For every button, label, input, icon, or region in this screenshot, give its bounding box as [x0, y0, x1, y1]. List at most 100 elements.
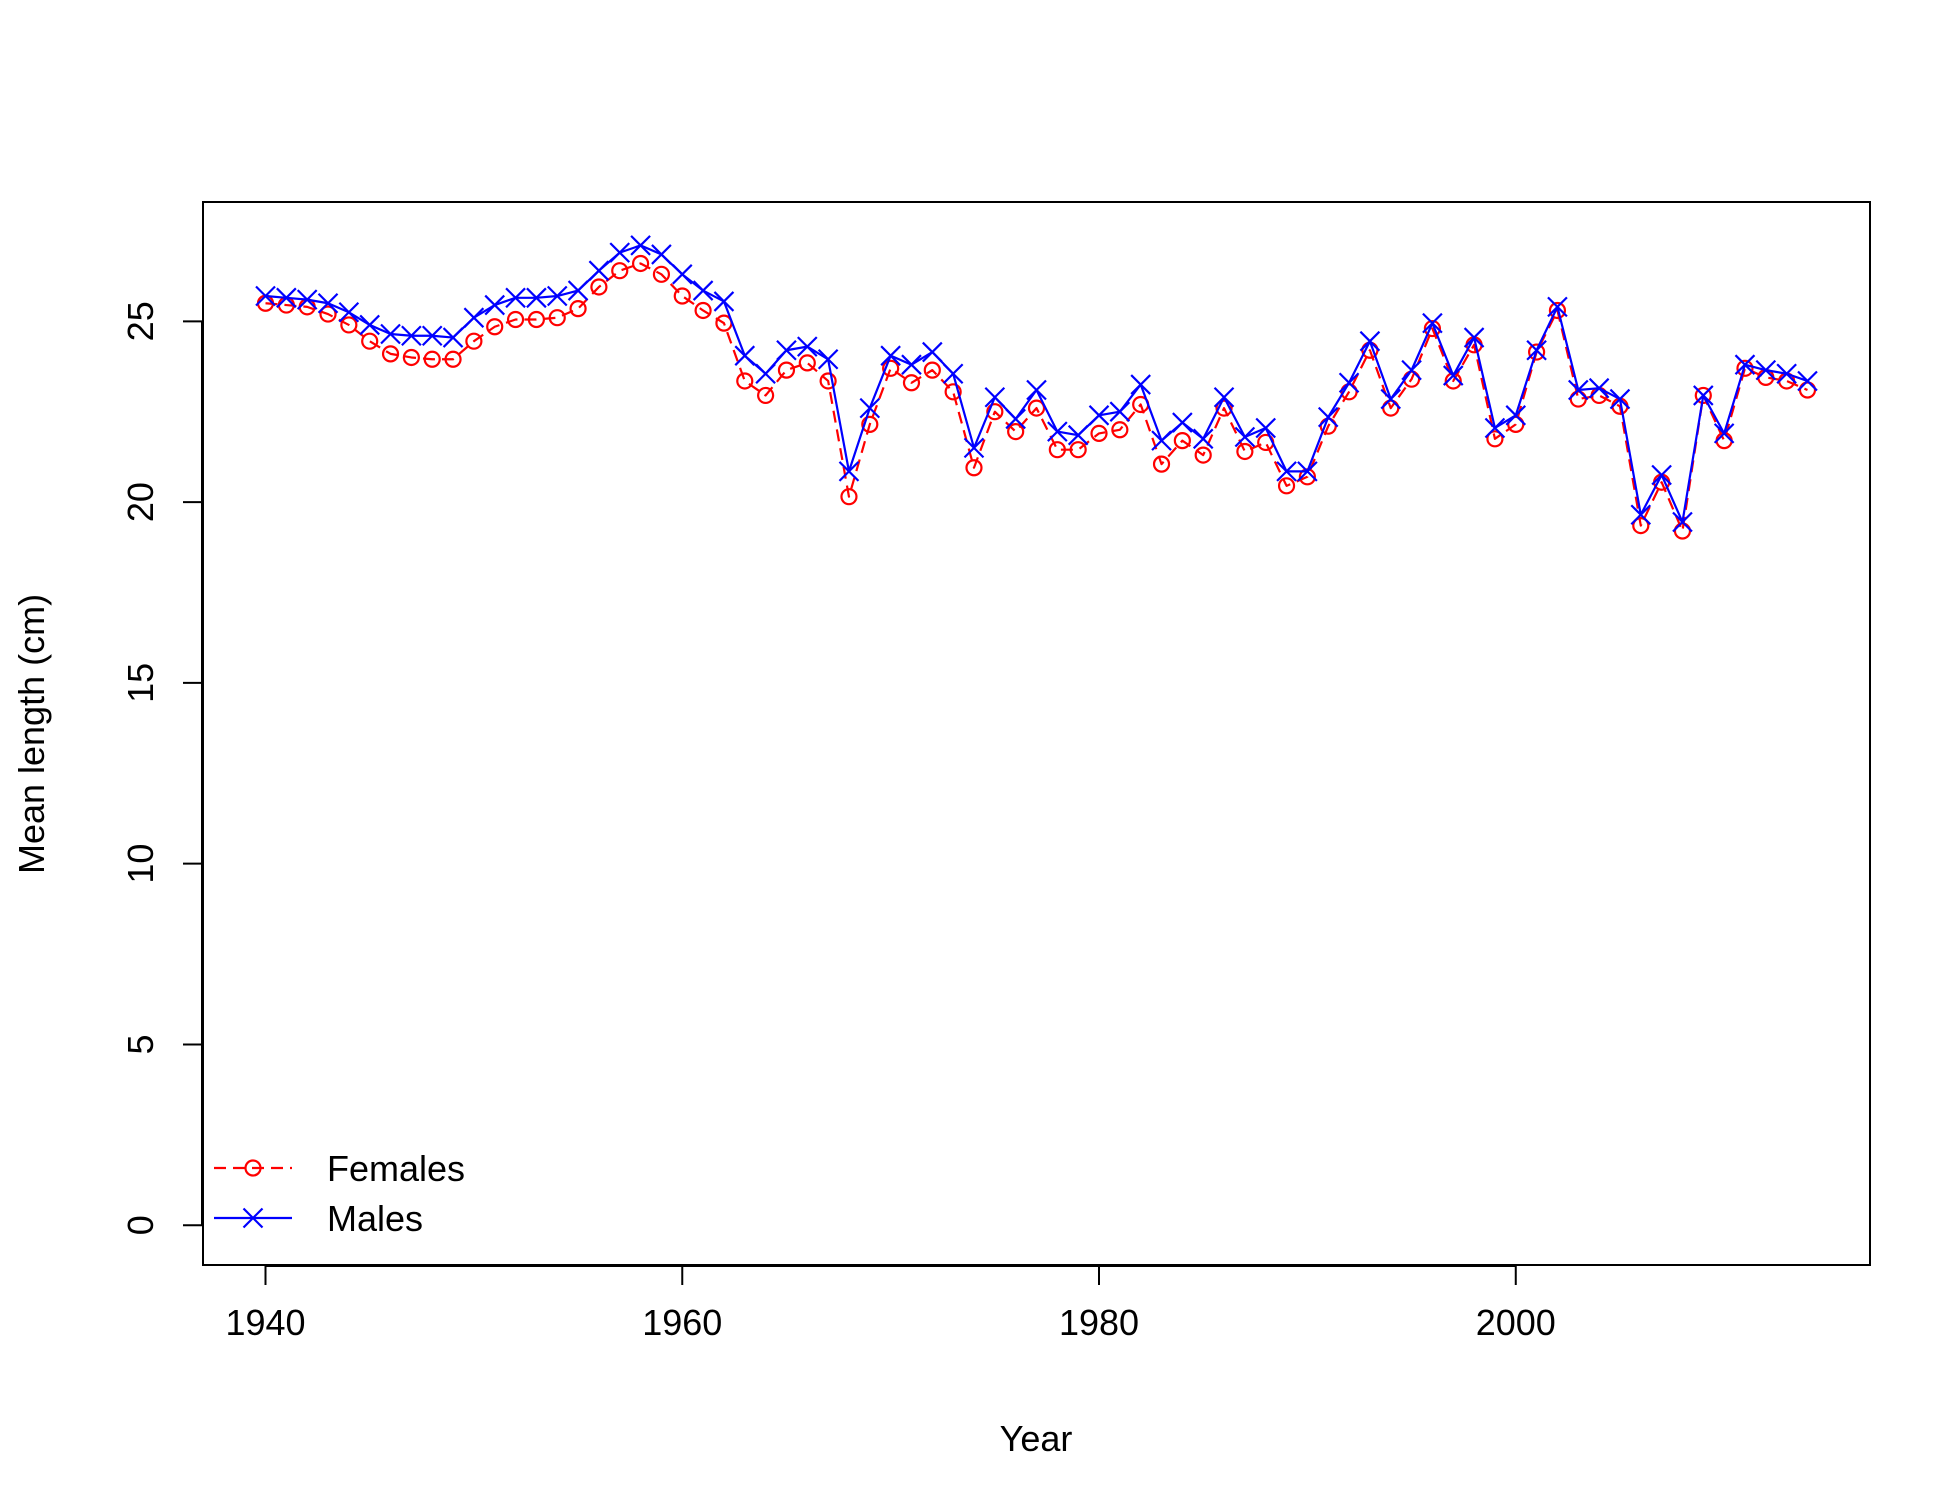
data-point-females	[777, 361, 796, 379]
x-tick-label: 1940	[225, 1302, 305, 1343]
data-point-males	[630, 235, 651, 256]
data-point-males	[1317, 406, 1339, 428]
data-point-females	[1694, 386, 1712, 405]
data-point-females	[1527, 343, 1546, 361]
data-point-females	[590, 278, 608, 296]
data-point-females	[1194, 446, 1212, 464]
data-point-females	[1548, 301, 1567, 320]
data-point-males	[442, 327, 464, 348]
data-point-females	[1027, 399, 1046, 417]
data-point-males	[1338, 372, 1360, 394]
data-point-males	[1713, 423, 1735, 444]
data-point-females	[1215, 399, 1233, 417]
data-point-females	[923, 361, 941, 379]
legend: Females Males	[214, 1148, 465, 1239]
data-point-females	[1173, 432, 1191, 450]
data-point-males	[797, 336, 818, 357]
data-point-males	[1442, 365, 1464, 386]
data-point-males	[317, 292, 339, 314]
data-point-females	[361, 332, 379, 350]
data-point-females	[1152, 455, 1171, 473]
data-point-males	[1088, 405, 1110, 426]
legend-marker-females	[244, 1159, 262, 1177]
data-point-males	[1463, 327, 1485, 348]
y-tick-label: 10	[120, 844, 161, 884]
data-point-females	[486, 318, 504, 336]
data-point-females	[798, 354, 816, 372]
series-layer	[255, 235, 1818, 540]
data-point-males	[1651, 464, 1672, 486]
series-line-females	[265, 262, 1808, 533]
legend-item-females: Females	[214, 1148, 465, 1189]
data-point-males	[1401, 359, 1422, 381]
data-point-males	[1734, 354, 1756, 375]
data-point-males	[1172, 412, 1193, 433]
data-point-females	[902, 374, 921, 392]
data-point-females	[402, 348, 420, 367]
data-point-females	[1632, 517, 1650, 535]
data-point-males	[1213, 386, 1235, 408]
data-point-females	[1423, 319, 1442, 338]
data-point-males	[401, 325, 422, 347]
data-point-females	[840, 488, 858, 506]
data-point-males	[526, 287, 547, 309]
data-point-males	[984, 386, 1006, 408]
data-point-females	[319, 305, 337, 323]
plot-frame	[202, 201, 1871, 1266]
data-point-females	[611, 262, 629, 280]
data-point-males	[1526, 339, 1547, 361]
data-point-males	[276, 287, 297, 309]
data-point-males	[1505, 405, 1527, 426]
data-point-females	[757, 386, 775, 405]
data-point-males	[546, 285, 568, 307]
data-point-females	[381, 345, 400, 363]
data-point-males	[1755, 359, 1777, 381]
data-point-females	[673, 287, 691, 305]
data-point-females	[965, 459, 983, 477]
data-point-males	[1192, 428, 1214, 450]
data-point-females	[1090, 424, 1108, 443]
data-point-males	[1797, 370, 1818, 392]
data-point-males	[1547, 296, 1568, 318]
x-tick-label: 1980	[1059, 1302, 1139, 1343]
data-point-females	[861, 415, 879, 433]
data-point-males	[1005, 408, 1026, 430]
data-point-females	[569, 300, 587, 318]
y-axis-label: Mean length (cm)	[11, 594, 52, 874]
x-axis-label: Year	[1000, 1418, 1073, 1459]
data-point-females	[423, 350, 441, 368]
data-point-females	[1007, 422, 1025, 441]
data-point-males	[1255, 417, 1276, 439]
data-point-females	[1048, 441, 1066, 459]
legend-label-males: Males	[327, 1198, 423, 1239]
data-point-females	[1277, 477, 1296, 495]
data-point-males	[1422, 312, 1443, 334]
data-point-males	[1609, 388, 1631, 410]
data-point-males	[1693, 385, 1714, 406]
data-point-females	[1069, 441, 1087, 459]
data-point-females	[819, 372, 837, 390]
data-point-males	[1276, 461, 1297, 482]
data-point-males	[359, 314, 380, 336]
y-tick-label: 5	[120, 1034, 161, 1054]
data-point-males	[1109, 401, 1131, 422]
data-point-males	[1567, 379, 1589, 401]
data-point-males	[942, 363, 964, 385]
data-point-males	[838, 461, 860, 482]
data-point-males	[1484, 417, 1506, 439]
data-point-males	[1588, 377, 1610, 399]
data-point-females	[506, 310, 525, 329]
data-point-males	[505, 287, 526, 309]
data-point-males	[692, 280, 714, 301]
data-point-males	[776, 339, 797, 361]
data-point-females	[631, 254, 650, 273]
data-point-males	[296, 289, 318, 310]
data-point-males	[671, 264, 693, 285]
data-point-females	[882, 359, 900, 377]
data-point-females	[444, 350, 462, 368]
data-point-males	[380, 323, 401, 345]
data-point-males	[1776, 363, 1797, 385]
data-point-females	[694, 301, 712, 320]
data-point-males	[338, 301, 360, 323]
